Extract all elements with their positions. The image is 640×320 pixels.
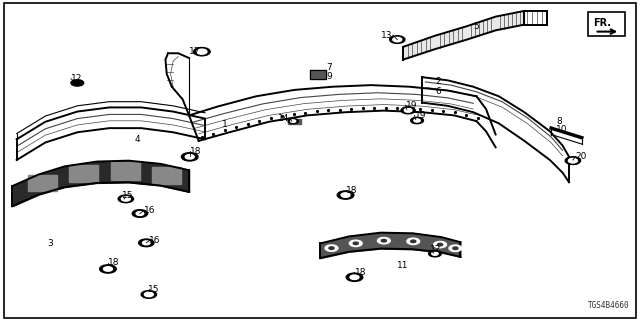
Circle shape (337, 191, 354, 199)
Circle shape (143, 241, 150, 245)
Text: 17: 17 (189, 47, 200, 56)
Circle shape (414, 119, 420, 122)
Circle shape (196, 49, 207, 54)
Circle shape (407, 238, 420, 244)
Circle shape (122, 197, 131, 201)
Text: TGS4B4660: TGS4B4660 (588, 301, 629, 310)
Circle shape (438, 243, 443, 246)
Circle shape (432, 252, 438, 255)
Circle shape (350, 275, 359, 279)
Text: 13: 13 (381, 31, 393, 40)
Circle shape (393, 37, 402, 42)
Polygon shape (111, 162, 140, 180)
Text: 4: 4 (135, 135, 140, 144)
Circle shape (118, 195, 134, 203)
Circle shape (185, 155, 194, 159)
Text: 1: 1 (221, 120, 227, 130)
Circle shape (325, 245, 338, 251)
Circle shape (71, 80, 84, 86)
Text: 19: 19 (415, 111, 426, 120)
Circle shape (390, 36, 405, 44)
Circle shape (401, 107, 415, 114)
Text: 12: 12 (430, 245, 441, 254)
Circle shape (452, 246, 460, 250)
Circle shape (566, 157, 580, 164)
Circle shape (378, 237, 390, 244)
Text: 18: 18 (189, 147, 201, 156)
Circle shape (104, 267, 113, 271)
Text: 15: 15 (148, 284, 159, 293)
Circle shape (100, 265, 116, 273)
Circle shape (139, 239, 154, 247)
Text: 18: 18 (355, 268, 366, 277)
FancyBboxPatch shape (588, 12, 625, 36)
Polygon shape (28, 175, 57, 191)
Circle shape (404, 108, 412, 112)
Polygon shape (69, 165, 99, 182)
Circle shape (193, 48, 210, 56)
Text: FR.: FR. (593, 18, 611, 28)
Circle shape (136, 212, 144, 215)
Circle shape (353, 242, 358, 244)
Text: 11: 11 (397, 261, 408, 270)
Circle shape (341, 193, 350, 197)
Circle shape (410, 239, 417, 243)
Circle shape (181, 153, 198, 161)
Text: 14: 14 (278, 114, 289, 123)
Circle shape (411, 117, 424, 124)
Circle shape (141, 291, 157, 298)
Text: 20: 20 (575, 152, 587, 161)
Polygon shape (152, 167, 181, 184)
Circle shape (328, 246, 335, 250)
Text: 2: 2 (435, 77, 440, 86)
Text: 9: 9 (326, 72, 332, 81)
Circle shape (291, 120, 296, 123)
Text: 10: 10 (556, 125, 568, 134)
Text: 3: 3 (47, 239, 53, 248)
Text: 8: 8 (556, 117, 562, 126)
Circle shape (434, 241, 447, 248)
Circle shape (569, 159, 577, 163)
Polygon shape (310, 70, 326, 79)
Text: 15: 15 (122, 190, 134, 200)
Circle shape (381, 239, 387, 242)
Circle shape (346, 273, 363, 281)
Circle shape (436, 243, 444, 246)
Text: 16: 16 (149, 236, 161, 245)
Text: 18: 18 (108, 259, 120, 268)
Text: 7: 7 (326, 63, 332, 72)
Circle shape (453, 247, 458, 250)
Circle shape (411, 240, 416, 243)
Polygon shape (288, 119, 301, 124)
Circle shape (565, 157, 580, 164)
Text: 6: 6 (436, 87, 442, 96)
Circle shape (449, 245, 462, 252)
Text: 16: 16 (144, 206, 156, 215)
Circle shape (145, 292, 154, 297)
Text: 5: 5 (473, 22, 479, 31)
Circle shape (349, 240, 362, 246)
Circle shape (352, 241, 360, 245)
Circle shape (329, 247, 334, 249)
Circle shape (568, 158, 577, 163)
Circle shape (429, 251, 442, 257)
Text: 19: 19 (406, 101, 417, 110)
Circle shape (132, 210, 148, 217)
Text: 12: 12 (71, 74, 83, 83)
Text: 18: 18 (346, 186, 357, 195)
Circle shape (288, 119, 298, 124)
Circle shape (380, 239, 388, 243)
